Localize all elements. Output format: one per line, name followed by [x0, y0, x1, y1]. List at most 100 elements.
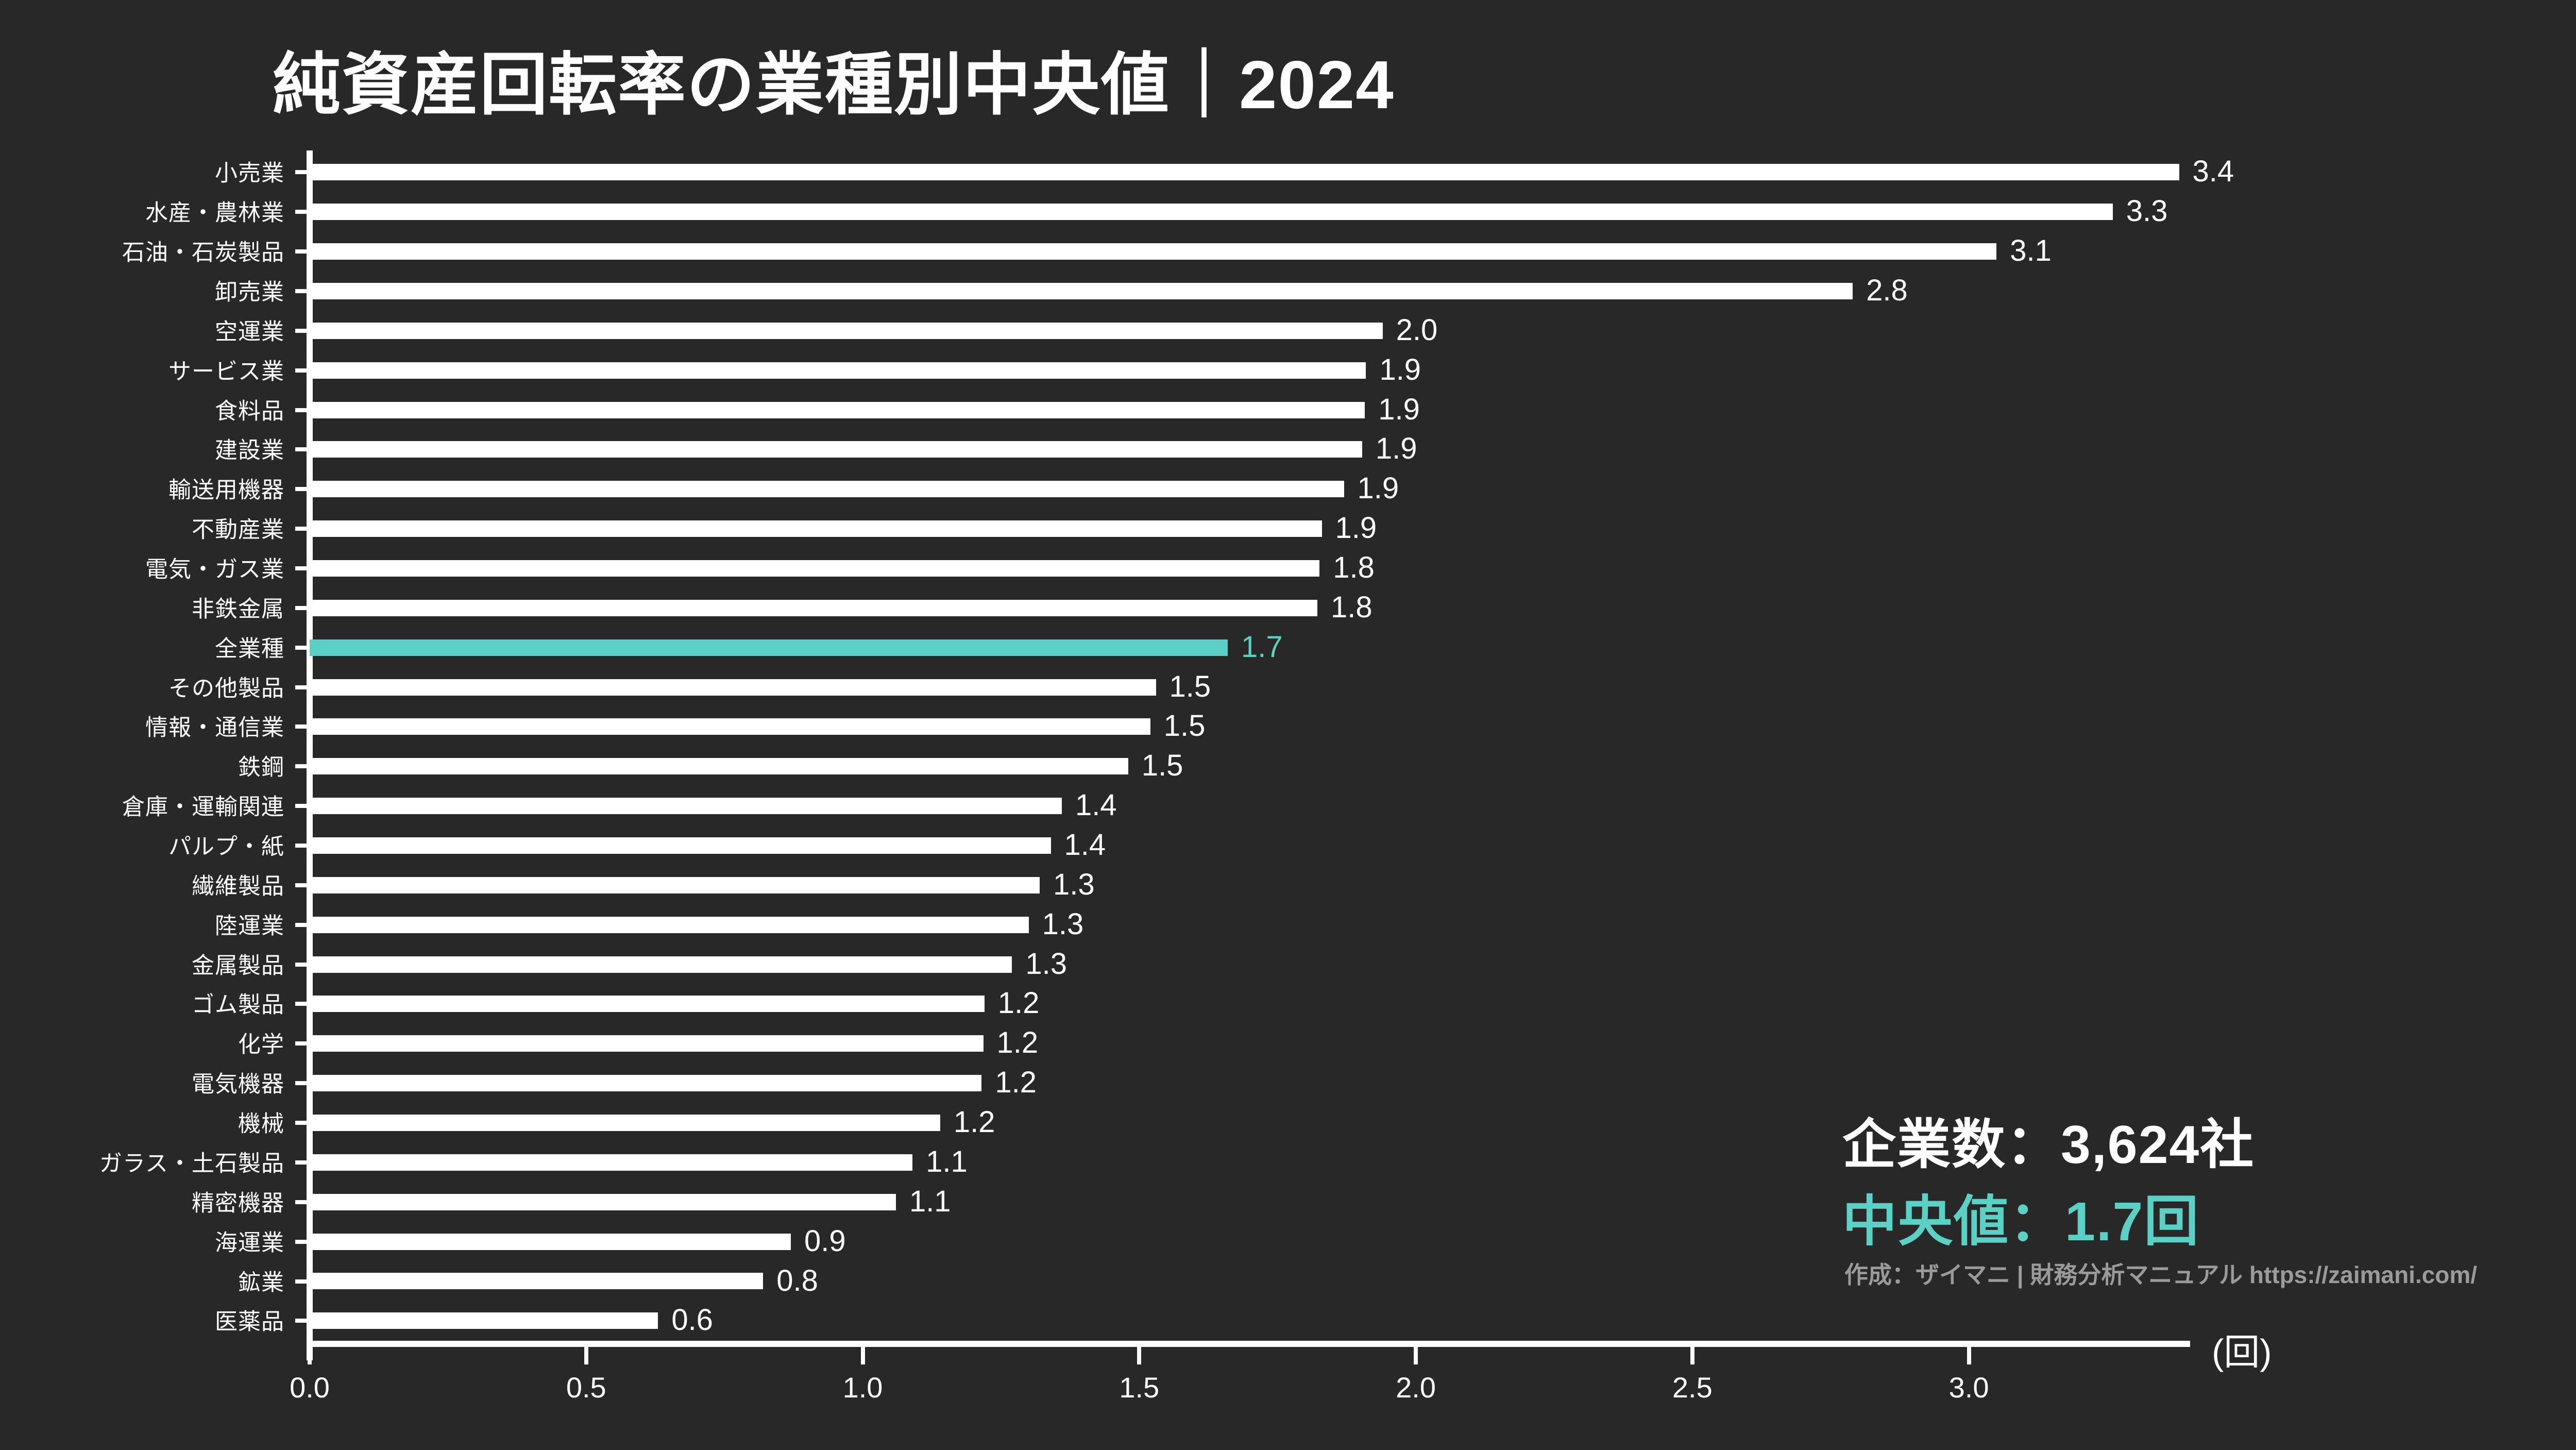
bar-row: サービス業 1.9	[168, 350, 2190, 390]
category-label: 空運業	[215, 319, 284, 345]
bar	[310, 1273, 764, 1290]
bar-row: 非鉄金属 1.8	[192, 588, 2190, 628]
category-label: 倉庫・運輸関連	[122, 794, 284, 820]
bar	[310, 1075, 982, 1092]
y-axis-tick	[295, 1279, 310, 1284]
value-label: 2.8	[1866, 274, 1908, 308]
x-axis-tick-label: 1.0	[842, 1371, 883, 1404]
category-label: 海運業	[215, 1230, 284, 1256]
x-axis-tick	[1690, 1347, 1694, 1364]
y-axis-tick	[295, 328, 310, 333]
value-label: 1.3	[1042, 907, 1084, 941]
bar-row: 水産・農林業 3.3	[145, 192, 2190, 232]
bar-row: 繊維製品 1.3	[192, 865, 2190, 905]
value-label: 2.0	[1396, 313, 1438, 347]
x-axis-unit-label: (回)	[2212, 1332, 2272, 1372]
y-axis-tick	[295, 487, 310, 492]
bar	[310, 758, 1128, 775]
bar-row: その他製品 1.5	[168, 667, 2190, 707]
category-label: 医薬品	[215, 1309, 284, 1335]
category-label: 精密機器	[192, 1190, 284, 1216]
value-label: 1.8	[1333, 551, 1375, 585]
y-axis-tick	[295, 1121, 310, 1125]
x-axis-line	[307, 1341, 2190, 1347]
value-label: 3.3	[2126, 194, 2168, 228]
y-axis-tick	[295, 685, 310, 689]
x-axis-tick	[860, 1347, 865, 1364]
bar	[310, 1035, 984, 1052]
category-label: 鉄鋼	[238, 754, 284, 780]
bar	[310, 164, 2179, 181]
bar	[310, 322, 1383, 339]
value-label: 1.3	[1053, 868, 1095, 902]
bar	[310, 401, 1365, 418]
value-label: 1.7	[1241, 630, 1283, 664]
bar-row: 輸送用機器 1.9	[168, 469, 2190, 509]
category-label: 食料品	[215, 398, 284, 424]
category-label: ゴム製品	[192, 992, 284, 1018]
y-axis-tick	[295, 883, 310, 887]
value-label: 1.3	[1025, 947, 1067, 981]
category-label: 電気・ガス業	[145, 557, 284, 582]
bar-row: 石油・石炭製品 3.1	[122, 232, 2190, 272]
y-axis-tick	[295, 605, 310, 610]
category-label: 金属製品	[192, 953, 284, 979]
y-axis-tick	[295, 922, 310, 927]
bar-row: 陸運業 1.3	[215, 905, 2190, 945]
x-axis-tick-label: 0.5	[566, 1371, 606, 1404]
bar	[310, 956, 1012, 973]
y-axis-tick	[295, 249, 310, 254]
y-axis-tick	[295, 1002, 310, 1006]
bar-row: 精密機器 1.1	[192, 1182, 2190, 1222]
category-label: 水産・農林業	[145, 200, 284, 226]
value-label: 3.4	[2192, 155, 2234, 189]
bar-row: 小売業 3.4	[215, 153, 2234, 192]
value-label: 1.8	[1330, 591, 1372, 625]
category-label: パルプ・紙	[168, 834, 284, 859]
value-label: 0.6	[671, 1303, 713, 1337]
bar	[310, 520, 1322, 537]
bar-row: 倉庫・運輸関連 1.4	[122, 786, 2190, 826]
category-label: その他製品	[168, 676, 284, 701]
y-axis-tick	[295, 527, 310, 531]
bar-row: パルプ・紙 1.4	[168, 826, 2190, 866]
bar-row: 情報・通信業 1.5	[145, 707, 2190, 747]
bar-row: 電気・ガス業 1.8	[145, 549, 2190, 588]
x-axis-tick-label: 0.0	[290, 1371, 330, 1404]
y-axis-tick	[295, 724, 310, 729]
bar	[310, 362, 1366, 379]
x-axis-tick	[308, 1347, 312, 1364]
bar	[310, 441, 1362, 458]
y-axis-tick	[295, 645, 310, 650]
chart-title: 純資産回転率の業種別中央値｜2024	[273, 47, 1395, 123]
category-label: 機械	[238, 1111, 284, 1137]
y-axis-tick	[295, 1081, 310, 1086]
value-label: 1.9	[1357, 471, 1399, 505]
category-label: 建設業	[215, 437, 284, 463]
bar	[310, 243, 1997, 260]
y-axis-tick	[295, 210, 310, 214]
x-axis-tick	[1414, 1347, 1418, 1364]
bar	[310, 798, 1062, 815]
value-label: 1.9	[1378, 392, 1420, 426]
category-label: ガラス・土石製品	[99, 1151, 284, 1176]
category-label: 情報・通信業	[145, 715, 284, 740]
credit-line: 作成：ザイマニ | 財務分析マニュアル https://zaimani.com/	[1844, 1261, 2477, 1288]
value-label: 0.8	[776, 1263, 818, 1297]
category-label: 小売業	[215, 160, 284, 186]
bar	[310, 718, 1150, 735]
bar-row: 建設業 1.9	[215, 430, 2190, 469]
category-label: 繊維製品	[192, 873, 284, 899]
x-axis-tick-label: 2.0	[1396, 1371, 1436, 1404]
bar-row: 全業種 1.7	[215, 628, 2190, 667]
bar	[310, 996, 985, 1013]
bar	[310, 1115, 940, 1132]
value-label: 1.1	[926, 1145, 968, 1179]
value-label: 1.9	[1375, 432, 1417, 466]
bar	[310, 560, 1320, 577]
bar-row: 金属製品 1.3	[192, 945, 2190, 984]
value-label: 1.5	[1141, 749, 1183, 783]
value-label: 1.5	[1163, 709, 1206, 743]
x-axis-tick-label: 1.5	[1119, 1371, 1160, 1404]
